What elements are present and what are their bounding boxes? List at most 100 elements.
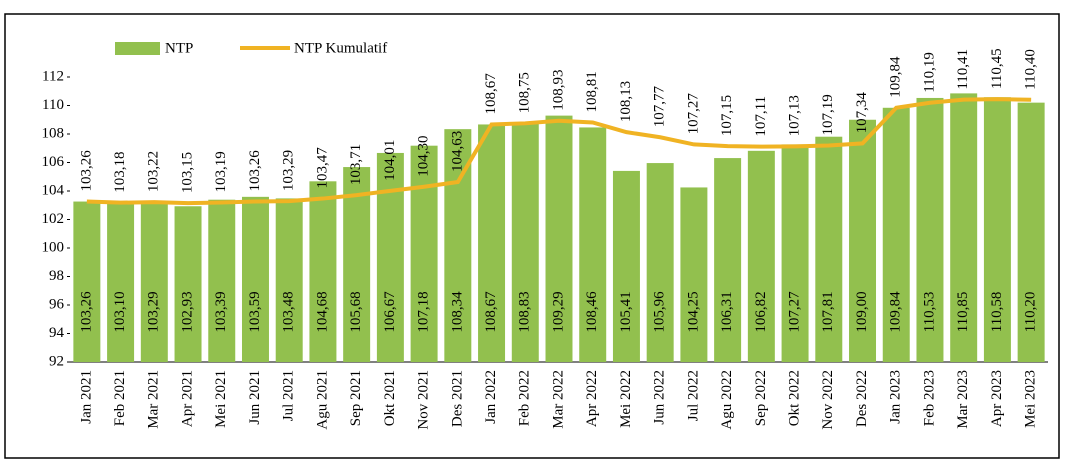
line-value-label: 107,27 (685, 93, 701, 135)
bar-value-label: 110,20 (1023, 292, 1039, 333)
bar-value-label: 105,68 (348, 291, 364, 332)
bar-value-label: 107,81 (820, 291, 836, 332)
bar (612, 170, 640, 362)
x-tick-label: Des 2021 (449, 370, 465, 427)
y-tick-label: 104 (42, 182, 65, 198)
bar-value-label: 103,29 (146, 291, 162, 332)
x-tick-label: Apr 2021 (179, 370, 195, 427)
bar-value-label: 103,39 (213, 291, 229, 332)
bar-value-label: 103,10 (112, 291, 128, 332)
bar-value-label: 109,00 (854, 291, 870, 332)
chart-border (4, 13, 1060, 459)
x-tick-label: Jan 2021 (78, 370, 94, 424)
bar-value-label: 103,48 (281, 291, 297, 332)
y-tick-label: 100 (42, 239, 65, 255)
y-tick-label: 98 (49, 268, 64, 284)
bar-value-label: 110,58 (989, 292, 1005, 333)
line-value-label: 103,26 (78, 150, 94, 192)
bar (815, 136, 843, 362)
line-value-label: 103,71 (348, 144, 364, 185)
line-value-label: 103,15 (179, 152, 195, 193)
bar (478, 124, 506, 362)
bar (714, 158, 742, 362)
x-tick-label: Jul 2021 (281, 370, 297, 421)
cumulative-line (86, 97, 1032, 206)
x-tick-label: Feb 2023 (921, 370, 937, 426)
bar (140, 201, 168, 362)
bar (410, 145, 438, 362)
line-value-label: 107,77 (652, 86, 668, 128)
bar-value-label: 108,34 (449, 291, 465, 333)
line-value-label: 104,63 (449, 131, 465, 172)
line-value-label: 103,29 (281, 150, 297, 191)
bar (950, 93, 978, 362)
bar-value-label: 109,29 (550, 291, 566, 332)
line-value-label: 103,26 (247, 150, 263, 192)
bar (983, 97, 1011, 363)
bar (680, 187, 708, 362)
line-value-label: 108,75 (517, 72, 533, 113)
x-tick-label: Jun 2022 (652, 370, 668, 425)
x-tick-label: Mar 2023 (955, 370, 971, 429)
y-tick-label: 94 (49, 325, 65, 341)
bar-value-label: 107,27 (787, 291, 803, 333)
bar (545, 115, 573, 363)
line-value-label: 104,01 (382, 140, 398, 181)
bar-value-label: 105,96 (652, 291, 668, 333)
line-value-label: 107,11 (753, 96, 769, 137)
x-tick-label: Okt 2022 (787, 370, 803, 426)
x-tick-label: Agu 2021 (314, 370, 330, 430)
line-value-label: 110,19 (921, 52, 937, 93)
line-value-label: 104,30 (416, 135, 432, 176)
x-tick-label: Sep 2021 (348, 370, 364, 426)
line-value-label: 103,19 (213, 151, 229, 192)
bar-value-label: 108,83 (517, 291, 533, 332)
line-value-label: 103,22 (146, 151, 162, 192)
bar-value-label: 106,82 (753, 291, 769, 332)
bar (343, 167, 371, 362)
bar (241, 196, 269, 362)
line-value-label: 107,19 (820, 94, 836, 135)
x-tick-label: Sep 2022 (753, 370, 769, 426)
bar (916, 97, 944, 362)
x-tick-label: Mar 2021 (146, 370, 162, 429)
bar-value-label: 103,26 (78, 291, 94, 333)
bar-value-label: 103,59 (247, 291, 263, 332)
x-tick-label: Feb 2021 (112, 370, 128, 426)
bar (174, 206, 202, 362)
x-tick-label: Apr 2022 (584, 370, 600, 427)
legend-label: NTP Kumulatif (294, 40, 387, 56)
bar-value-label: 109,84 (888, 291, 904, 333)
bar-value-label: 108,46 (584, 291, 600, 333)
x-tick-label: Nov 2021 (416, 370, 432, 430)
line-value-label: 108,13 (618, 81, 634, 122)
x-tick-label: Mei 2021 (213, 370, 229, 428)
x-tick-label: Jul 2022 (685, 370, 701, 421)
bar (275, 198, 303, 362)
line-value-label: 108,67 (483, 73, 499, 115)
x-tick-label: Okt 2021 (382, 370, 398, 426)
bar-value-label: 110,53 (921, 292, 937, 333)
x-tick-label: Nov 2022 (820, 370, 836, 430)
bar (73, 201, 101, 362)
y-tick-label: 102 (42, 211, 65, 227)
bar-value-label: 104,25 (685, 291, 701, 332)
bar (882, 107, 910, 362)
x-tick-label: Des 2022 (854, 370, 870, 427)
y-tick-label: 96 (49, 296, 65, 312)
line-value-label: 110,40 (1023, 49, 1039, 90)
x-tick-label: Jan 2023 (888, 370, 904, 424)
bar (511, 122, 539, 362)
bar-value-label: 102,93 (179, 291, 195, 332)
bar-value-label: 107,18 (416, 291, 432, 332)
bar (646, 163, 674, 362)
bar-value-label: 110,85 (955, 292, 971, 333)
line-value-label: 107,34 (854, 92, 870, 134)
bar (849, 119, 877, 362)
bar (1017, 102, 1045, 363)
bar (107, 203, 135, 362)
y-tick-label: 110 (42, 97, 64, 113)
y-tick-label: 108 (42, 125, 65, 141)
bar (208, 199, 236, 362)
